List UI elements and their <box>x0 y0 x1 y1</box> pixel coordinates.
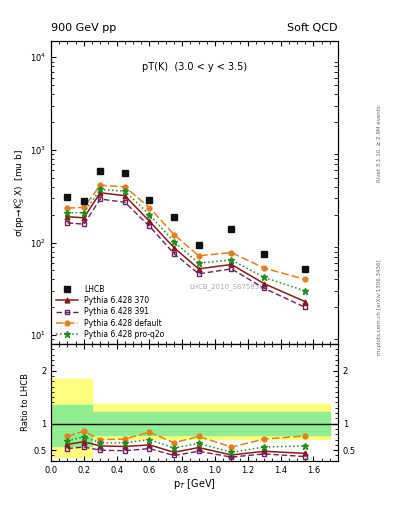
LHCB <box>172 214 176 220</box>
Text: LHCB_2010_S8758301: LHCB_2010_S8758301 <box>189 283 268 290</box>
LHCB <box>303 266 308 272</box>
Pythia 6.428 370 <box>303 298 308 305</box>
Pythia 6.428 default <box>98 182 103 188</box>
Line: Pythia 6.428 pro-q2o: Pythia 6.428 pro-q2o <box>64 186 309 294</box>
Pythia 6.428 370 <box>81 215 86 221</box>
Pythia 6.428 391 <box>196 271 201 277</box>
Text: pT(K)  (3.0 < y < 3.5): pT(K) (3.0 < y < 3.5) <box>142 62 247 72</box>
Pythia 6.428 391 <box>81 221 86 227</box>
Pythia 6.428 default <box>196 253 201 259</box>
LHCB <box>229 226 234 232</box>
Pythia 6.428 370 <box>65 214 70 220</box>
Pythia 6.428 pro-q2o <box>172 239 176 245</box>
Pythia 6.428 default <box>229 249 234 255</box>
LHCB <box>262 251 266 257</box>
Line: Pythia 6.428 370: Pythia 6.428 370 <box>65 190 308 304</box>
Line: LHCB: LHCB <box>64 167 309 272</box>
LHCB <box>196 242 201 248</box>
LHCB <box>123 170 127 176</box>
Pythia 6.428 391 <box>123 199 127 205</box>
Pythia 6.428 391 <box>303 304 308 310</box>
Pythia 6.428 391 <box>65 220 70 226</box>
Pythia 6.428 391 <box>147 223 152 229</box>
Text: mcplots.cern.ch [arXiv:1306.3436]: mcplots.cern.ch [arXiv:1306.3436] <box>377 260 382 355</box>
Pythia 6.428 391 <box>172 250 176 257</box>
Y-axis label: σ(pp→K$^0_S$ X)  [mu b]: σ(pp→K$^0_S$ X) [mu b] <box>12 148 27 237</box>
LHCB <box>81 198 86 204</box>
Pythia 6.428 pro-q2o <box>196 260 201 266</box>
Text: Soft QCD: Soft QCD <box>288 24 338 33</box>
Y-axis label: Ratio to LHCB: Ratio to LHCB <box>21 373 30 432</box>
LHCB <box>147 197 152 203</box>
Pythia 6.428 370 <box>196 266 201 272</box>
Line: Pythia 6.428 default: Pythia 6.428 default <box>65 183 308 282</box>
Pythia 6.428 pro-q2o <box>229 257 234 263</box>
LHCB <box>65 194 70 200</box>
Pythia 6.428 pro-q2o <box>98 186 103 193</box>
Pythia 6.428 pro-q2o <box>65 209 70 216</box>
Pythia 6.428 391 <box>229 266 234 272</box>
X-axis label: p$_T$ [GeV]: p$_T$ [GeV] <box>173 477 216 492</box>
Pythia 6.428 default <box>147 205 152 211</box>
Pythia 6.428 391 <box>262 285 266 291</box>
Pythia 6.428 370 <box>229 262 234 268</box>
Pythia 6.428 pro-q2o <box>123 188 127 195</box>
Text: 900 GeV pp: 900 GeV pp <box>51 24 116 33</box>
Text: Rivet 3.1.10, ≥ 2.9M events: Rivet 3.1.10, ≥ 2.9M events <box>377 105 382 182</box>
Legend: LHCB, Pythia 6.428 370, Pythia 6.428 391, Pythia 6.428 default, Pythia 6.428 pro: LHCB, Pythia 6.428 370, Pythia 6.428 391… <box>55 283 166 340</box>
Pythia 6.428 default <box>172 231 176 238</box>
Pythia 6.428 default <box>81 204 86 210</box>
Pythia 6.428 default <box>303 276 308 283</box>
LHCB <box>98 168 103 174</box>
Pythia 6.428 default <box>262 265 266 271</box>
Pythia 6.428 default <box>65 205 70 211</box>
Pythia 6.428 pro-q2o <box>303 288 308 294</box>
Pythia 6.428 370 <box>123 193 127 199</box>
Pythia 6.428 pro-q2o <box>262 274 266 281</box>
Pythia 6.428 391 <box>98 196 103 202</box>
Pythia 6.428 370 <box>172 245 176 251</box>
Pythia 6.428 370 <box>98 189 103 196</box>
Pythia 6.428 default <box>123 184 127 190</box>
Pythia 6.428 pro-q2o <box>147 211 152 218</box>
Pythia 6.428 pro-q2o <box>81 209 86 216</box>
Pythia 6.428 370 <box>262 281 266 287</box>
Line: Pythia 6.428 391: Pythia 6.428 391 <box>65 197 308 310</box>
Pythia 6.428 370 <box>147 218 152 224</box>
